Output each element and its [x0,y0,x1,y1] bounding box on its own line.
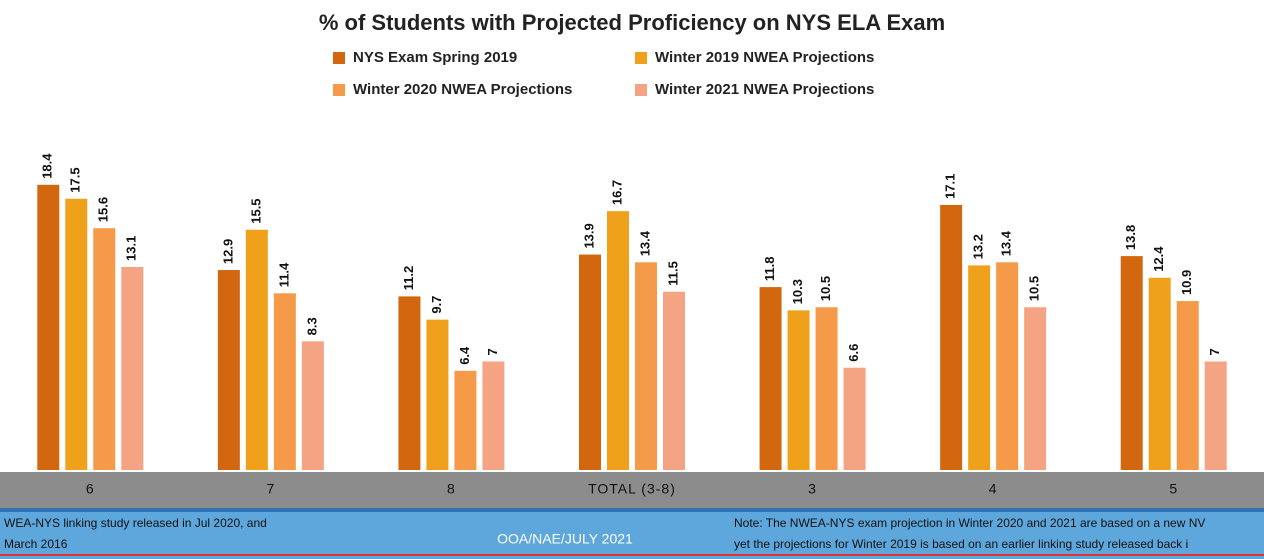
value-label: 11.8 [762,257,777,282]
value-label: 10.5 [818,276,833,301]
bar [940,205,962,470]
bar [454,371,476,470]
bar [37,185,59,470]
bar [788,310,810,470]
footer-left: WEA-NYS linking study released in Jul 20… [4,516,267,530]
value-label: 8.3 [304,317,319,335]
value-label: 13.8 [1123,225,1138,250]
bar [302,341,324,470]
bar [607,211,629,470]
value-label: 7 [485,348,500,355]
legend-swatch [333,84,345,96]
bar [816,307,838,470]
value-label: 17.5 [68,167,83,192]
value-label: 6.4 [457,346,472,365]
footer-center: OOA/NAE/JULY 2021 [497,531,633,547]
bar [1121,256,1143,470]
bar [274,293,296,470]
bar [246,230,268,470]
x-tick-label: TOTAL (3-8) [588,481,676,497]
value-label: 7 [1207,348,1222,355]
footer-left: March 2016 [4,537,68,551]
value-label: 16.7 [609,180,624,205]
bar [1024,307,1046,470]
legend-label: Winter 2020 NWEA Projections [353,81,572,98]
value-label: 9.7 [429,296,444,314]
x-tick-label: 8 [447,481,456,497]
legend-swatch [635,52,647,64]
chart-title: % of Students with Projected Proficiency… [319,10,945,35]
value-label: 15.5 [248,198,263,223]
bar [635,262,657,470]
bar [1149,278,1171,470]
bar [1177,301,1199,470]
bar [218,270,240,470]
value-label: 10.5 [1027,276,1042,301]
legend-label: NYS Exam Spring 2019 [353,49,517,66]
value-label: 13.2 [971,234,986,259]
bar [398,296,420,470]
value-label: 13.4 [637,230,652,256]
bar [968,265,990,470]
legend-label: Winter 2021 NWEA Projections [655,81,874,98]
x-tick-label: 7 [266,481,275,497]
bar [93,228,115,470]
x-tick-label: 3 [808,481,817,497]
footer-right: yet the projections for Winter 2019 is b… [734,537,1188,551]
value-label: 11.5 [665,261,680,286]
footer-rule [0,508,1264,512]
legend-label: Winter 2019 NWEA Projections [655,49,874,66]
bar [760,287,782,470]
value-label: 11.2 [401,266,416,291]
value-label: 10.9 [1179,270,1194,295]
slide: % of Students with Projected Proficiency… [0,0,1264,559]
value-label: 10.3 [790,279,805,304]
bar [121,267,143,470]
bar [579,255,601,470]
bar [65,199,87,470]
value-label: 13.1 [124,236,139,261]
legend-swatch [333,52,345,64]
x-tick-label: 6 [86,481,95,497]
legend-swatch [635,84,647,96]
bar [663,292,685,470]
value-label: 15.6 [96,197,111,222]
bar [482,362,504,471]
value-label: 13.4 [999,230,1014,256]
bar [844,368,866,470]
value-label: 12.4 [1151,246,1166,272]
value-label: 17.1 [943,174,958,199]
value-label: 12.9 [220,239,235,264]
bar [996,262,1018,470]
value-label: 11.4 [276,262,291,287]
x-tick-label: 4 [989,481,998,497]
bar [426,320,448,470]
x-tick-label: 5 [1169,481,1178,497]
bar [1205,362,1227,471]
value-label: 18.4 [40,153,55,179]
value-label: 6.6 [846,344,861,362]
footer-right: Note: The NWEA-NYS exam projection in Wi… [734,516,1205,530]
value-label: 13.9 [581,223,596,248]
